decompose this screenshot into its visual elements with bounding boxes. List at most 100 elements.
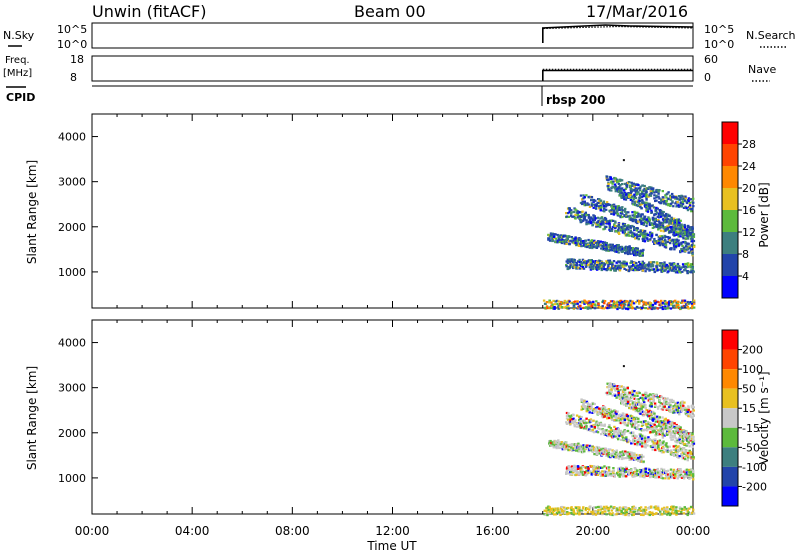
velocity-echo	[566, 413, 570, 416]
power-echo	[672, 195, 675, 198]
power-echo	[679, 235, 682, 238]
power-echo	[668, 302, 671, 306]
velocity-echo	[630, 469, 633, 472]
velocity-echo	[596, 421, 599, 424]
power-echo	[596, 225, 600, 228]
velocity-echo	[674, 472, 677, 475]
velocity-echo	[572, 417, 575, 420]
power-echo	[612, 260, 616, 263]
velocity-echo	[640, 428, 643, 431]
power-echo	[654, 241, 657, 244]
power-echo	[599, 262, 602, 265]
velocity-echo	[659, 449, 663, 453]
velocity-echo	[661, 441, 665, 445]
power-echo	[686, 263, 690, 266]
velocity-echo	[583, 419, 586, 422]
power-echo	[612, 186, 615, 189]
power-echo	[633, 189, 636, 192]
power-echo	[600, 244, 603, 247]
velocity-echo	[648, 513, 651, 517]
power-echo	[625, 193, 628, 196]
power-echo	[609, 226, 612, 229]
power-echo	[679, 219, 682, 222]
power-echo	[655, 196, 658, 199]
velocity-echo	[617, 467, 620, 471]
power-echo	[623, 229, 626, 232]
velocity-echo	[628, 399, 631, 402]
power-echo	[610, 229, 614, 232]
velocity-echo	[617, 470, 620, 473]
power-echo	[630, 188, 633, 191]
velocity-echo	[606, 417, 609, 420]
velocity-echo	[691, 473, 695, 476]
velocity-echo	[607, 470, 611, 473]
power-echo	[668, 214, 671, 217]
velocity-echo	[622, 513, 625, 516]
velocity-echo	[676, 453, 679, 456]
velocity-echo	[656, 415, 659, 418]
power-echo	[660, 200, 663, 203]
velocity-echo	[622, 508, 625, 511]
power-echo	[587, 263, 591, 266]
velocity-echo	[603, 430, 606, 433]
power-echo	[617, 189, 620, 192]
velocity-echo	[642, 421, 645, 424]
velocity-echo	[615, 417, 618, 420]
velocity-echo	[561, 505, 564, 509]
velocity-echo	[568, 466, 571, 469]
velocity-echo	[607, 469, 611, 472]
velocity-echo	[545, 509, 548, 512]
velocity-echo	[652, 438, 656, 441]
power-echo	[687, 251, 691, 254]
power-echo	[574, 217, 577, 220]
power-echo	[576, 214, 580, 217]
power-echo	[586, 203, 589, 206]
power-echo	[651, 305, 654, 308]
power-echo	[603, 302, 606, 305]
power-echo	[568, 258, 572, 261]
power-echo	[584, 212, 587, 215]
power-echo	[631, 214, 634, 217]
power-echo	[633, 210, 636, 213]
power-echo	[565, 241, 568, 244]
power-echo	[570, 212, 573, 215]
velocity-echo	[666, 450, 670, 453]
power-echo	[680, 198, 684, 201]
velocity-echo	[641, 405, 645, 408]
power-echo	[640, 195, 644, 198]
velocity-echo	[644, 508, 648, 511]
power-echo	[654, 209, 658, 212]
power-echo	[658, 197, 661, 200]
power-echo	[650, 236, 653, 239]
velocity-echo	[675, 425, 678, 428]
power-echo	[682, 246, 686, 249]
velocity-echo	[590, 425, 593, 428]
cpid-value: rbsp 200	[546, 93, 605, 107]
velocity-echo	[651, 445, 654, 448]
velocity-echo	[656, 467, 659, 471]
power-echo	[644, 307, 647, 310]
power-echo	[669, 198, 673, 201]
power-echo	[587, 259, 591, 262]
velocity-echo	[615, 513, 618, 516]
velocity-echo	[665, 426, 668, 429]
power-echo	[612, 213, 616, 216]
power-echo	[583, 259, 586, 262]
power-echo	[608, 228, 611, 231]
velocity-echo	[672, 474, 676, 477]
velocity-echo	[660, 467, 663, 470]
power-echo	[601, 242, 605, 245]
velocity-echo	[573, 425, 576, 428]
velocity-echo	[633, 439, 637, 442]
power-echo	[568, 208, 571, 211]
velocity-echo	[628, 472, 631, 475]
power-echo	[590, 196, 593, 199]
velocity-echo	[653, 402, 657, 405]
power-echo	[548, 299, 551, 302]
velocity-echo	[635, 403, 639, 406]
power-echo	[655, 240, 658, 243]
power-echo	[650, 188, 653, 191]
velocity-echo	[605, 471, 608, 474]
velocity-echo	[640, 469, 644, 472]
power-echo	[557, 300, 560, 303]
